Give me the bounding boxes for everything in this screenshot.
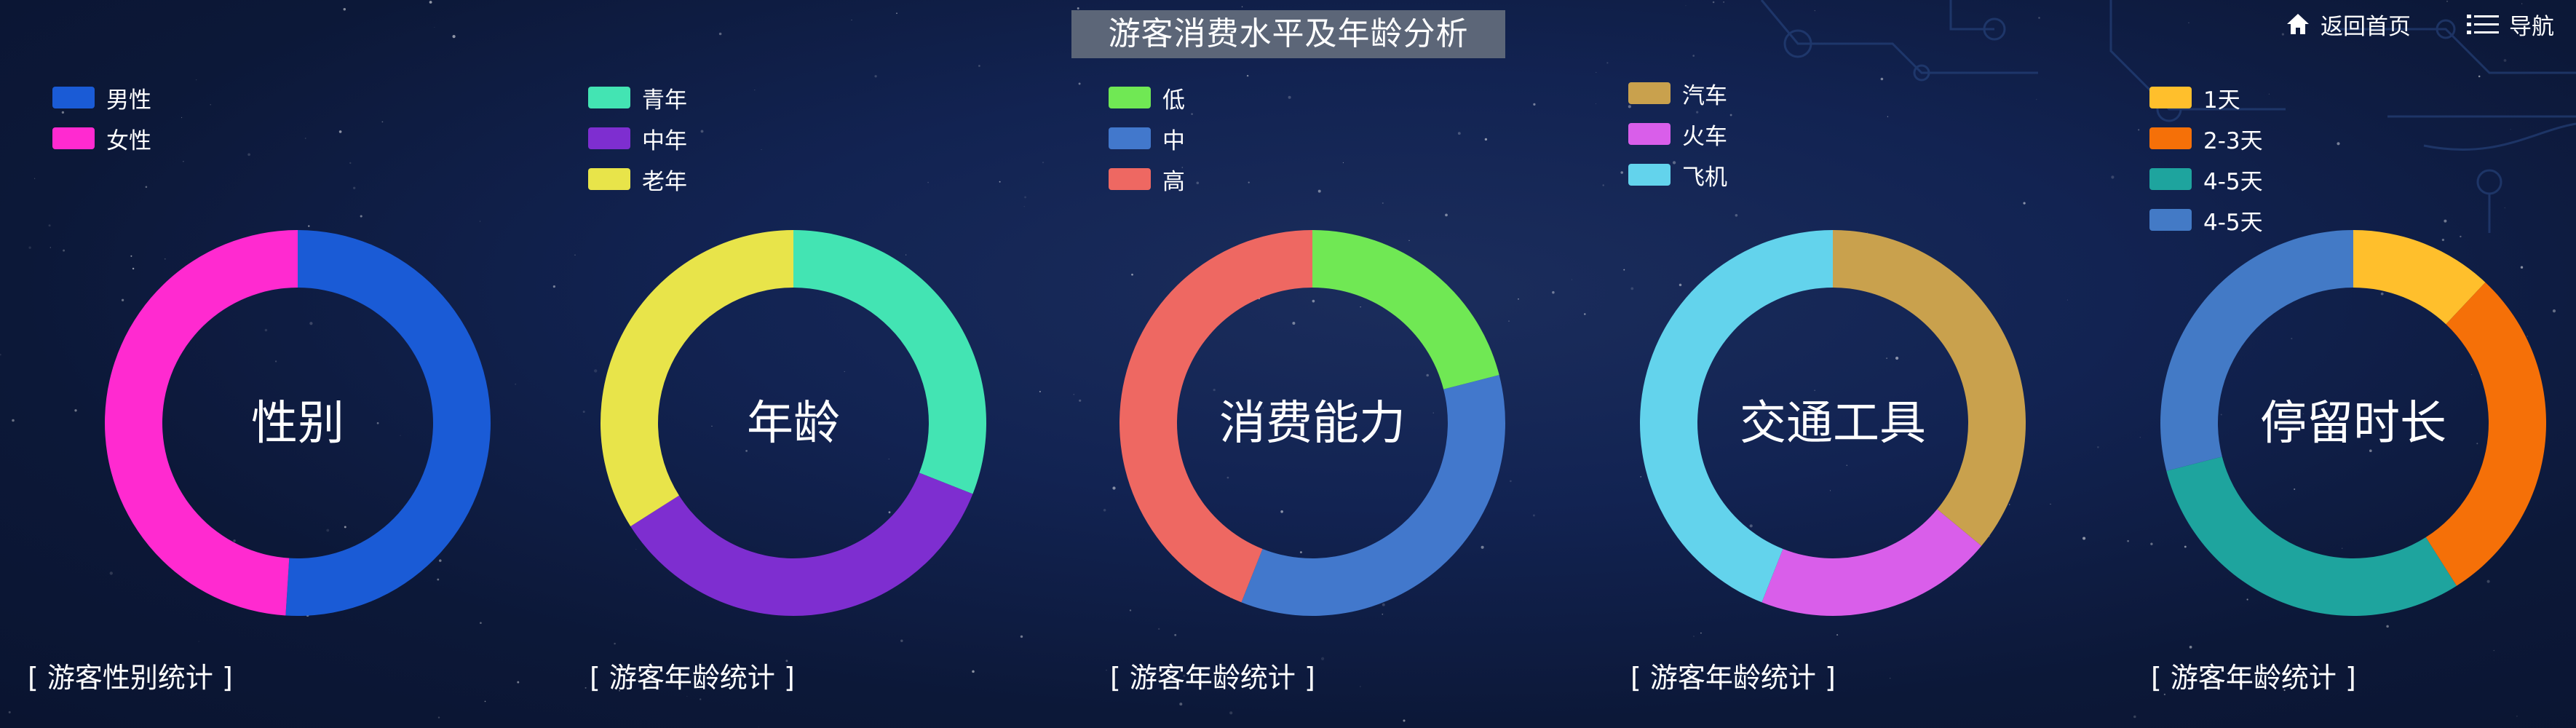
legend-item[interactable]: 低 bbox=[1109, 77, 1185, 118]
legend-swatch bbox=[1109, 127, 1151, 149]
star-dot bbox=[1024, 196, 1027, 199]
legend-swatch bbox=[1109, 87, 1151, 108]
legend-swatch bbox=[2149, 127, 2192, 149]
legend-item[interactable]: 中年 bbox=[588, 118, 687, 159]
chart-caption: [ 游客年龄统计 ] bbox=[590, 662, 795, 694]
star-dot bbox=[2066, 299, 2069, 301]
legend-item[interactable]: 4-5天 bbox=[2149, 199, 2263, 240]
donut-slice[interactable] bbox=[1241, 375, 1505, 616]
chart-legend: 青年 中年 老年 bbox=[588, 77, 687, 199]
menu-list-icon bbox=[2467, 15, 2499, 34]
legend-label: 4-5天 bbox=[2203, 168, 2263, 195]
home-link[interactable]: 返回首页 bbox=[2286, 6, 2411, 42]
chart-panel-age: 青年中年老年 年龄 [ 游客年龄统计 ] bbox=[510, 0, 1019, 728]
donut-slice[interactable] bbox=[104, 230, 298, 616]
home-link-label: 返回首页 bbox=[2321, 13, 2411, 40]
legend-label: 女性 bbox=[106, 127, 151, 154]
legend-item[interactable]: 女性 bbox=[52, 118, 151, 159]
chart-caption: [ 游客年龄统计 ] bbox=[2151, 662, 2356, 694]
donut-slice[interactable] bbox=[600, 230, 793, 526]
donut-chart: 停留时长 bbox=[2160, 230, 2546, 616]
legend-item[interactable]: 1天 bbox=[2149, 77, 2263, 118]
donut-chart: 消费能力 bbox=[1119, 230, 1505, 616]
donut-chart: 年龄 bbox=[600, 230, 986, 616]
chart-panel-stay-duration: 1天 2-3天 4-5天 4-5天 停留时长 [ 游客年龄统计 ] bbox=[2078, 0, 2576, 728]
legend-item[interactable]: 男性 bbox=[52, 77, 151, 118]
nav-menu-link[interactable]: 导航 bbox=[2467, 6, 2554, 42]
legend-item[interactable]: 火车 bbox=[1628, 114, 1727, 154]
donut-slice[interactable] bbox=[2425, 282, 2546, 586]
chart-caption: [ 游客性别统计 ] bbox=[28, 662, 233, 694]
donut-slice[interactable] bbox=[2160, 230, 2353, 471]
page-title: 游客消费水平及年龄分析 bbox=[1071, 10, 1505, 58]
legend-swatch bbox=[2149, 168, 2192, 190]
legend-swatch bbox=[52, 127, 95, 149]
donut-slice[interactable] bbox=[1119, 230, 1312, 603]
legend-swatch bbox=[1628, 123, 1671, 145]
donut-center-label: 性别 bbox=[251, 397, 344, 451]
legend-label: 飞机 bbox=[1682, 164, 1727, 191]
donut-slice[interactable] bbox=[2353, 230, 2486, 325]
legend-label: 中 bbox=[1162, 127, 1185, 154]
legend-item[interactable]: 中 bbox=[1109, 118, 1185, 159]
chart-panel-gender: 男性女性 性别 [ 游客性别统计 ] bbox=[0, 0, 510, 728]
legend-label: 青年 bbox=[642, 87, 687, 114]
legend-swatch bbox=[2149, 209, 2192, 231]
chart-caption: [ 游客年龄统计 ] bbox=[1110, 662, 1315, 694]
legend-label: 1天 bbox=[2203, 87, 2240, 114]
donut-slice[interactable] bbox=[1640, 230, 1833, 603]
donut-slice[interactable] bbox=[793, 230, 986, 494]
legend-label: 汽车 bbox=[1682, 82, 1727, 109]
home-icon bbox=[2287, 14, 2309, 34]
legend-swatch bbox=[2149, 87, 2192, 108]
legend-label: 火车 bbox=[1682, 123, 1727, 150]
donut-center-label: 交通工具 bbox=[1740, 397, 1926, 451]
chart-caption: [ 游客年龄统计 ] bbox=[1630, 662, 1836, 694]
donut-slice[interactable] bbox=[630, 472, 973, 616]
star-dot bbox=[1023, 206, 1025, 207]
donut-slice[interactable] bbox=[1761, 509, 1982, 616]
legend-label: 高 bbox=[1162, 168, 1185, 195]
legend-label: 2-3天 bbox=[2203, 127, 2263, 154]
nav-link-label: 导航 bbox=[2509, 13, 2554, 40]
chart-panel-transport: 汽车火车飞机 交通工具 [ 游客年龄统计 ] bbox=[1558, 0, 2067, 728]
legend-label: 4-5天 bbox=[2203, 209, 2263, 236]
donut-slice[interactable] bbox=[1833, 230, 2026, 546]
donut-center-label: 年龄 bbox=[747, 397, 840, 451]
legend-swatch bbox=[588, 168, 630, 190]
legend-label: 男性 bbox=[106, 87, 151, 114]
legend-label: 低 bbox=[1162, 87, 1185, 114]
chart-legend: 1天 2-3天 4-5天 4-5天 bbox=[2149, 77, 2263, 240]
donut-slice[interactable] bbox=[285, 230, 491, 616]
donut-chart: 交通工具 bbox=[1640, 230, 2026, 616]
chart-legend: 男性 女性 bbox=[52, 77, 151, 159]
legend-item[interactable]: 青年 bbox=[588, 77, 687, 118]
chart-legend: 汽车 火车 飞机 bbox=[1628, 73, 1727, 195]
legend-item[interactable]: 4-5天 bbox=[2149, 159, 2263, 199]
donut-slice[interactable] bbox=[1312, 230, 1499, 389]
legend-swatch bbox=[1628, 82, 1671, 104]
legend-swatch bbox=[588, 127, 630, 149]
legend-swatch bbox=[1628, 164, 1671, 186]
legend-item[interactable]: 高 bbox=[1109, 159, 1185, 199]
legend-label: 中年 bbox=[642, 127, 687, 154]
chart-legend: 低中高 bbox=[1109, 77, 1185, 199]
donut-center-label: 停留时长 bbox=[2260, 397, 2446, 451]
legend-label: 老年 bbox=[642, 168, 687, 195]
legend-item[interactable]: 2-3天 bbox=[2149, 118, 2263, 159]
legend-item[interactable]: 汽车 bbox=[1628, 73, 1727, 114]
star-dot bbox=[1020, 635, 1023, 638]
legend-swatch bbox=[52, 87, 95, 108]
chart-panel-spending: 低中高 消费能力 [ 游客年龄统计 ] bbox=[1037, 0, 1547, 728]
legend-item[interactable]: 老年 bbox=[588, 159, 687, 199]
star-dot bbox=[1552, 290, 1555, 294]
donut-center-label: 消费能力 bbox=[1219, 397, 1406, 451]
legend-swatch bbox=[1109, 168, 1151, 190]
donut-slice[interactable] bbox=[2166, 456, 2457, 616]
legend-item[interactable]: 飞机 bbox=[1628, 154, 1727, 195]
legend-swatch bbox=[588, 87, 630, 108]
donut-chart: 性别 bbox=[104, 230, 491, 616]
